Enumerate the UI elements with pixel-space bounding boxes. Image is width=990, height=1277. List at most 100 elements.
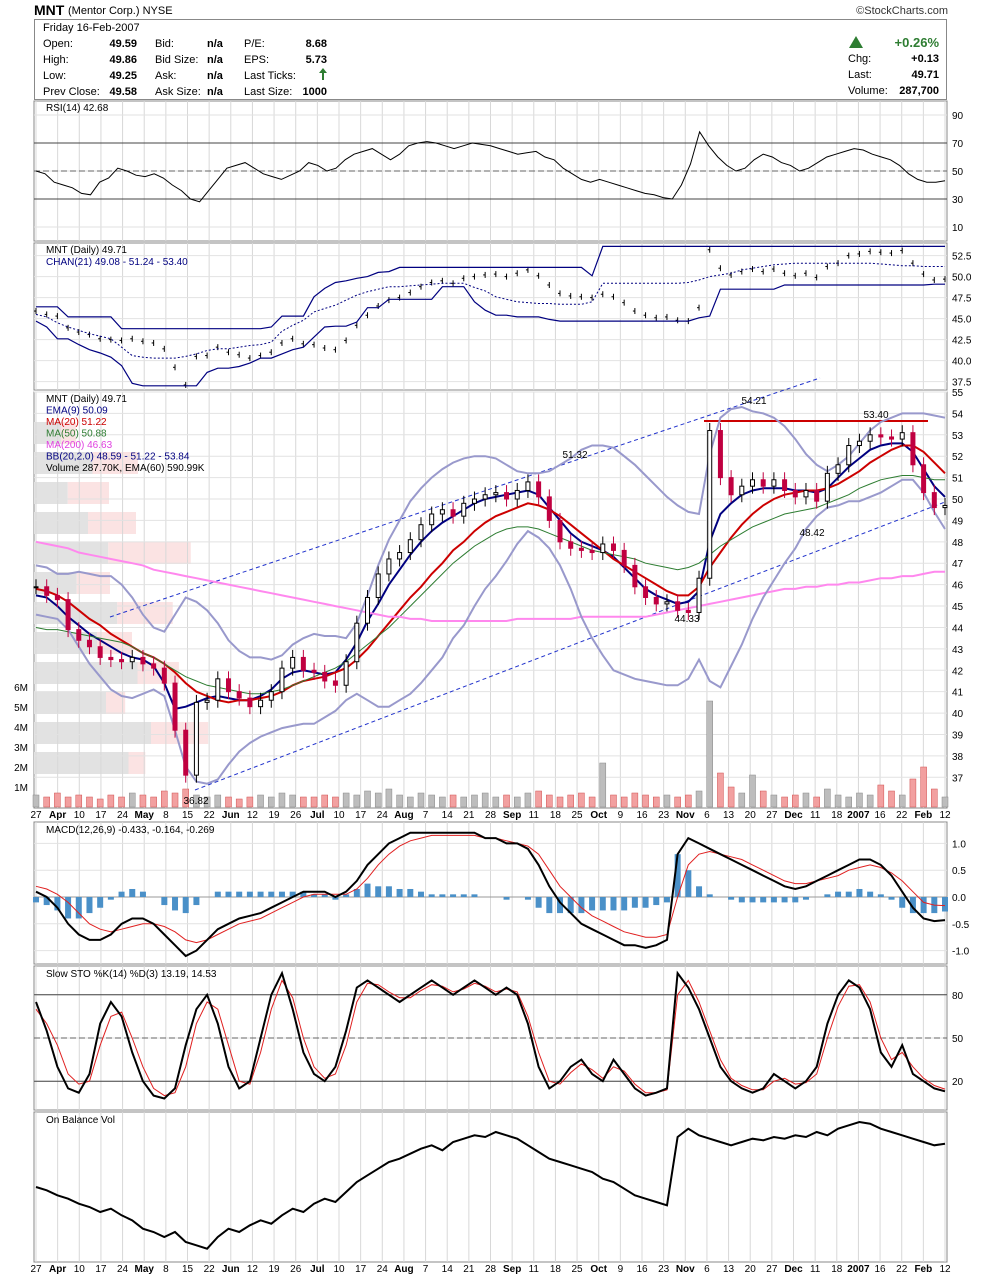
macd-histogram-bar (524, 897, 531, 900)
rsi-tick-label-0: 90 (952, 111, 964, 122)
chg-value: +0.13 (911, 53, 939, 65)
x-axis-label-1-19: 14 (442, 1264, 454, 1275)
up-tick-icon (319, 68, 327, 83)
candle-body (878, 434, 884, 438)
candle-body (514, 489, 520, 500)
volume-by-price-bar-11 (34, 752, 129, 774)
last-size-label: Last Size: (244, 86, 293, 98)
x-axis-label-0-37: 18 (831, 810, 843, 821)
volume-tick-label-5: 1M (14, 783, 28, 794)
macd-histogram-bar (161, 897, 168, 906)
x-axis-label-1-12: 26 (290, 1264, 302, 1275)
volume-bar (161, 790, 168, 808)
volume-bar (588, 796, 596, 808)
macd-histogram-bar (749, 897, 756, 903)
x-axis-label-1-36: 11 (810, 1264, 821, 1275)
rsi-tick-label-3: 30 (952, 195, 964, 206)
price-tick-label-6: 49 (952, 516, 964, 527)
high-label: High: (43, 54, 69, 66)
stockcharts-credit[interactable]: ©StockCharts.com (856, 5, 948, 17)
volume-bar (567, 794, 574, 808)
volume-by-price-bar-0 (34, 422, 61, 444)
volume-bar (96, 798, 104, 808)
candle-body (290, 656, 296, 669)
x-axis-label-0-24: 18 (550, 810, 562, 821)
candle-body (375, 573, 381, 598)
x-axis-label-1-7: 15 (182, 1264, 194, 1275)
candle-body (365, 596, 371, 624)
macd-histogram-bar (460, 894, 467, 898)
volume-bar (535, 790, 542, 808)
macd-histogram-bar (909, 897, 916, 914)
volume-bar (631, 792, 639, 808)
price-legend-5: BB(20,2.0) 48.59 - 51.22 - 53.84 (46, 452, 190, 463)
volume-bar (321, 794, 328, 808)
macd-histogram-bar (246, 891, 253, 898)
candle-body (760, 479, 766, 487)
volume-bar (620, 796, 628, 808)
price-annotation-2: 51.32 (562, 450, 587, 461)
channel-line-3 (35, 283, 945, 387)
volume-bar (578, 792, 585, 808)
volume-bar (150, 796, 157, 808)
price-tick-label-4: 51 (952, 474, 964, 485)
candle-body (782, 479, 788, 491)
exchange-label: NYSE (142, 5, 173, 17)
x-axis-label-1-34: 27 (766, 1264, 778, 1275)
candle-body (407, 539, 413, 554)
volume-tick-label-0: 6M (14, 683, 28, 694)
candle-body (525, 481, 531, 491)
eps-label: EPS: (244, 54, 270, 66)
volume-bar (513, 796, 521, 808)
price-tick-label-11: 44 (952, 623, 964, 634)
volume-bar (268, 796, 275, 808)
obv-line (35, 1120, 946, 1250)
candle-body (65, 599, 71, 631)
x-axis-label-1-37: 18 (831, 1264, 843, 1275)
candle-body (824, 472, 830, 502)
x-axis-label-0-6: 8 (163, 810, 169, 821)
candle-body (76, 629, 82, 641)
last-label: Last: (848, 69, 872, 81)
candle-body (568, 541, 574, 549)
volume-bar (86, 796, 93, 808)
candle-body (54, 594, 60, 601)
volume-bar (449, 794, 457, 808)
volume-bar (792, 794, 799, 808)
x-axis-label-1-3: 17 (95, 1264, 107, 1275)
volume-bar (653, 796, 660, 808)
macd-histogram-bar (396, 888, 403, 898)
low-label: Low: (43, 70, 67, 82)
volume-by-price-up-6 (117, 602, 173, 624)
macd-histogram-bar (353, 888, 360, 898)
volume-bar (75, 794, 83, 808)
volume-bar (171, 792, 179, 808)
candle-body (610, 543, 616, 551)
pe-value: 8.68 (305, 38, 327, 50)
macd-histogram-bar (311, 894, 318, 898)
volume-bar (898, 794, 906, 808)
macd-tick-label-4: -1.0 (952, 947, 970, 958)
ticker-symbol: MNT (34, 2, 65, 18)
price-annotation-1: 53.40 (863, 410, 888, 421)
candle-body (814, 489, 820, 502)
x-axis-label-1-39: 16 (875, 1264, 887, 1275)
x-axis-label-0-39: 16 (875, 810, 887, 821)
sto-tick-label-0: 80 (952, 991, 964, 1002)
macd-histogram-bar (107, 897, 114, 900)
volume-by-price-bar-10 (34, 722, 151, 744)
volume-by-price-up-5 (76, 572, 110, 594)
x-axis-label-1-14: 10 (333, 1264, 345, 1275)
x-axis-label-0-22: Sep (503, 810, 521, 821)
volume-bar (32, 794, 40, 808)
volume-bar (460, 796, 468, 808)
candle-body (172, 682, 178, 731)
x-axis-label-1-29: 23 (658, 1264, 670, 1275)
volume-value: 287,700 (899, 85, 939, 97)
volume-bar (556, 796, 564, 808)
volume-bar (118, 796, 125, 808)
candle-body (750, 479, 756, 487)
candle-body (792, 489, 798, 498)
macd-histogram-bar (278, 891, 285, 898)
